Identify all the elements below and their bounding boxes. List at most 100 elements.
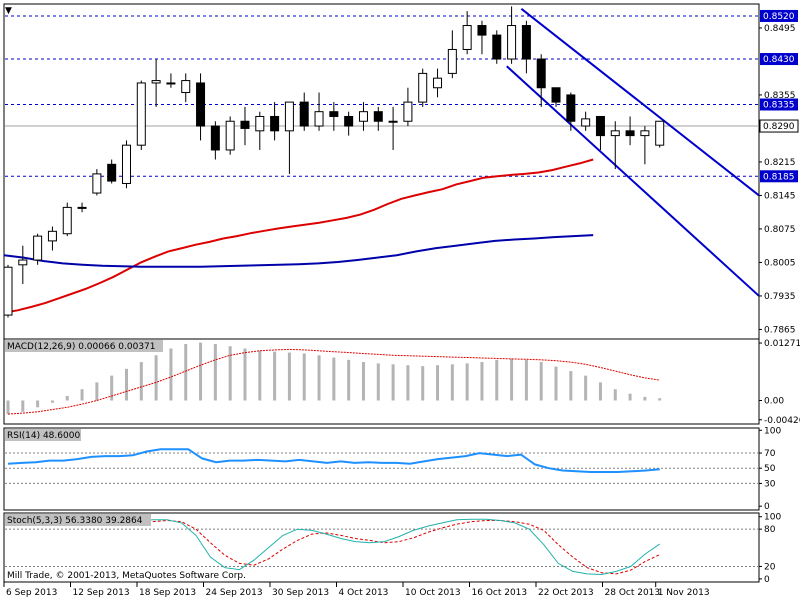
macd-histogram-bar bbox=[480, 362, 484, 401]
x-tick-label: 18 Sep 2013 bbox=[139, 588, 196, 598]
level-label-bg bbox=[760, 170, 798, 183]
macd-histogram-bar bbox=[376, 363, 380, 401]
candle-body bbox=[210, 125, 220, 151]
macd-histogram-bar bbox=[658, 398, 662, 401]
candle-body bbox=[225, 120, 235, 151]
macd-histogram-bar bbox=[21, 400, 25, 412]
candle-body bbox=[3, 266, 13, 316]
macd-histogram-bar bbox=[554, 366, 558, 401]
candle-body bbox=[92, 173, 102, 194]
x-tick-label: 1 Nov 2013 bbox=[658, 588, 710, 598]
candle-body bbox=[284, 101, 294, 132]
macd-histogram-bar bbox=[584, 375, 588, 401]
stoch-y-tick-label: 20 bbox=[764, 562, 776, 572]
macd-histogram-bar bbox=[124, 368, 128, 401]
price-y-tick-label: 0.8215 bbox=[764, 158, 796, 168]
symbol-menu-icon[interactable]: ▼ bbox=[5, 6, 12, 16]
level-label: 0.8335 bbox=[763, 101, 795, 111]
channel-upper-line bbox=[520, 7, 760, 197]
candle-body bbox=[581, 118, 591, 127]
price-moving-averages bbox=[3, 158, 594, 314]
candle-body bbox=[77, 206, 87, 209]
candle-body bbox=[299, 101, 309, 127]
macd-histogram-bar bbox=[406, 365, 410, 401]
rsi-y-tick-label: 50 bbox=[764, 464, 776, 474]
x-tick-label: 24 Sep 2013 bbox=[206, 588, 263, 598]
x-tick-label: 16 Oct 2013 bbox=[472, 588, 528, 598]
macd-histogram-bar bbox=[213, 343, 217, 401]
candle-body bbox=[403, 101, 413, 122]
candle-body bbox=[255, 115, 265, 132]
candle-body bbox=[136, 82, 146, 146]
stoch-title: Stoch(5,3,3) 56.3380 39.2864 bbox=[7, 516, 143, 526]
candle-body bbox=[181, 80, 191, 94]
candle-body bbox=[433, 77, 443, 89]
macd-histogram-bar bbox=[510, 358, 514, 401]
macd-histogram-bar bbox=[95, 382, 99, 401]
candle-body bbox=[551, 87, 561, 103]
candle-body bbox=[507, 25, 517, 60]
candle-body bbox=[107, 163, 117, 182]
macd-histogram-bar bbox=[613, 389, 617, 401]
candle-body bbox=[595, 115, 605, 137]
candle-body bbox=[610, 130, 620, 137]
price-y-tick-label: 0.8075 bbox=[764, 225, 796, 235]
stoch-y-tick-label: 0 bbox=[764, 575, 770, 585]
level-label: 0.8520 bbox=[763, 12, 795, 22]
price-y-tick-label: 0.8145 bbox=[764, 191, 796, 201]
macd-histogram-bar bbox=[287, 352, 291, 401]
x-tick-label: 22 Oct 2013 bbox=[538, 588, 594, 598]
candle-body bbox=[447, 48, 457, 74]
stoch-layer: 100 80 20 0 bbox=[5, 513, 781, 585]
rsi-y-tick-label: 30 bbox=[764, 479, 776, 489]
macd-y-tick-label: 0.00 bbox=[764, 396, 784, 406]
macd-histogram-bar bbox=[36, 400, 40, 408]
macd-histogram-bar bbox=[539, 362, 543, 401]
rsi-y-tick-label: 70 bbox=[764, 449, 776, 459]
candle-body bbox=[358, 111, 368, 122]
macd-histogram-bar bbox=[273, 351, 277, 401]
macd-histogram-bar bbox=[450, 364, 454, 401]
stoch-title-bg bbox=[5, 514, 151, 526]
macd-histogram-bar bbox=[347, 359, 351, 401]
candle-body bbox=[270, 115, 280, 132]
rsi-y-tick-label: 0 bbox=[764, 502, 770, 512]
macd-histogram-bar bbox=[50, 400, 54, 403]
macd-histogram-bar bbox=[391, 364, 395, 401]
macd-layer: 0.01271 0.00 -0.00426 bbox=[6, 339, 800, 426]
stoch-main-line bbox=[137, 518, 660, 576]
level-label-bg bbox=[760, 53, 798, 66]
macd-y-tick-label: 0.01271 bbox=[764, 339, 800, 349]
candle-body bbox=[492, 34, 502, 60]
x-tick-label: 30 Sep 2013 bbox=[272, 588, 329, 598]
x-axis: 6 Sep 2013 12 Sep 2013 18 Sep 2013 24 Sep 2… bbox=[3, 582, 710, 598]
candle-body bbox=[314, 111, 324, 127]
candle-body bbox=[18, 259, 28, 266]
candle-body bbox=[566, 94, 576, 122]
macd-histogram-bar bbox=[569, 371, 573, 401]
candle-body bbox=[121, 144, 131, 184]
level-label-bg bbox=[760, 98, 798, 111]
candle-body bbox=[625, 130, 635, 137]
candle-body bbox=[344, 115, 354, 127]
macd-panel-frame bbox=[3, 338, 760, 425]
x-tick-label: 28 Oct 2013 bbox=[605, 588, 661, 598]
macd-histogram-bar bbox=[139, 362, 143, 401]
moving-average-blue bbox=[3, 234, 594, 268]
price-channel bbox=[506, 7, 760, 297]
candle-body bbox=[462, 25, 472, 50]
macd-histogram-bar bbox=[258, 350, 262, 401]
channel-lower-line bbox=[506, 65, 760, 297]
rsi-panel-frame bbox=[3, 427, 760, 511]
macd-histogram-bar bbox=[361, 362, 365, 401]
rsi-y-tick-label: 100 bbox=[764, 426, 781, 436]
candle-body bbox=[196, 82, 206, 127]
price-y-tick-label: 0.8495 bbox=[764, 24, 796, 34]
candle-body bbox=[373, 111, 383, 122]
stoch-y-tick-label: 80 bbox=[764, 525, 776, 535]
stoch-y-tick-label: 100 bbox=[764, 513, 781, 523]
candle-body bbox=[418, 72, 428, 103]
macd-histogram-bar bbox=[436, 365, 440, 401]
copyright-text: Mill Trade, © 2001-2013, MetaQuotes Soft… bbox=[7, 571, 246, 581]
